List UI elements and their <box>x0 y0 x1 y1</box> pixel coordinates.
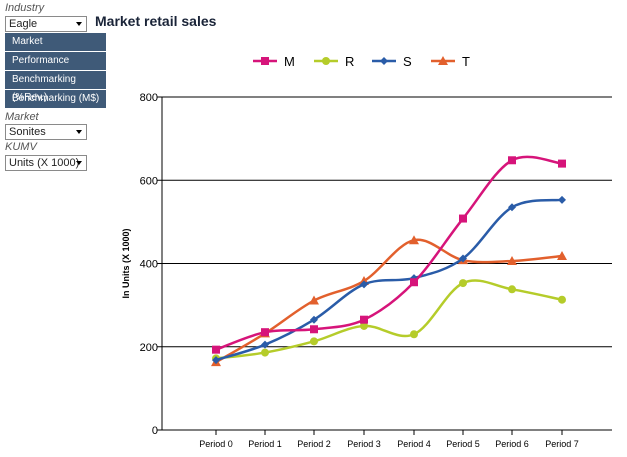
data-point <box>459 254 467 263</box>
x-tick-label: Period 7 <box>545 439 579 449</box>
data-point <box>410 330 418 339</box>
data-point <box>360 315 368 324</box>
data-point <box>360 280 368 289</box>
series-R <box>212 279 566 363</box>
data-point <box>310 325 318 334</box>
legend-swatch-marker <box>261 57 269 65</box>
sidebar-menu: Market Performance Benchmarking (%Rev.) … <box>5 33 106 109</box>
data-point <box>261 340 269 349</box>
legend-swatch-marker <box>322 57 330 65</box>
data-point <box>409 235 419 245</box>
data-point <box>507 256 517 266</box>
legend-label: T <box>462 54 470 69</box>
market-select[interactable]: Sonites <box>5 124 87 140</box>
data-point <box>557 251 567 261</box>
x-tick-label: Period 6 <box>495 439 529 449</box>
chevron-down-icon <box>76 22 82 26</box>
legend-label: R <box>345 54 354 69</box>
data-point <box>212 356 220 365</box>
chevron-down-icon <box>76 130 82 134</box>
kumv-select[interactable]: Units (X 1000) <box>5 155 87 171</box>
data-point <box>558 195 566 204</box>
legend-swatch-marker <box>380 57 388 65</box>
data-point <box>459 214 467 223</box>
series-S <box>212 195 566 365</box>
data-point <box>410 278 418 287</box>
market-label: Market <box>5 111 39 123</box>
legend-item-T: T <box>431 54 470 69</box>
industry-label: Industry <box>5 2 45 14</box>
data-point <box>310 337 318 346</box>
legend-label: M <box>284 54 295 69</box>
x-tick-label: Period 1 <box>248 439 282 449</box>
chart-title: Market retail sales <box>95 13 217 29</box>
data-point <box>558 159 566 168</box>
industry-select-value: Eagle <box>9 18 38 30</box>
menu-item-market[interactable]: Market <box>5 33 106 51</box>
y-tick-label: 800 <box>140 92 158 104</box>
data-point <box>459 279 467 288</box>
y-axis-label: In Units (X 1000) <box>121 228 131 298</box>
legend-item-M: M <box>253 54 295 69</box>
data-point <box>261 348 269 357</box>
series-M <box>212 155 566 354</box>
x-tick-label: Period 0 <box>199 439 233 449</box>
legend-item-S: S <box>372 54 412 69</box>
data-point <box>310 315 318 324</box>
y-tick-label: 600 <box>140 175 158 187</box>
x-tick-label: Period 4 <box>397 439 431 449</box>
data-point <box>261 328 269 337</box>
x-tick-label: Period 5 <box>446 439 480 449</box>
data-point <box>212 345 220 354</box>
data-point <box>508 285 516 294</box>
data-point <box>360 321 368 330</box>
data-point <box>508 156 516 165</box>
industry-select[interactable]: Eagle <box>5 16 87 32</box>
kumv-select-value: Units (X 1000) <box>9 157 80 169</box>
legend-item-R: R <box>314 54 354 69</box>
legend-swatch-marker <box>438 56 448 65</box>
market-select-value: Sonites <box>9 126 46 138</box>
legend-label: S <box>403 54 412 69</box>
data-point <box>558 295 566 304</box>
series-line <box>215 155 563 351</box>
y-tick-label: 200 <box>140 342 158 354</box>
data-point <box>309 295 319 305</box>
x-tick-label: Period 3 <box>347 439 381 449</box>
series-line <box>215 198 563 362</box>
kumv-label: KUMV <box>5 141 37 153</box>
series-line <box>215 279 563 360</box>
y-tick-label: 0 <box>152 425 158 437</box>
data-point <box>508 203 516 212</box>
x-tick-label: Period 2 <box>297 439 331 449</box>
y-tick-label: 400 <box>140 259 158 271</box>
chevron-down-icon <box>76 161 82 165</box>
menu-item-benchmarking-ms[interactable]: Benchmarking (M$) <box>5 90 106 108</box>
menu-item-performance[interactable]: Performance <box>5 52 106 70</box>
